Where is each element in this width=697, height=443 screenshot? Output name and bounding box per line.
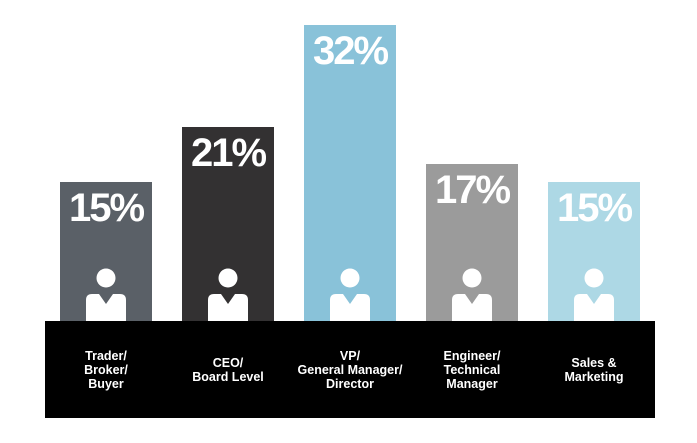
- person-icon: [182, 266, 274, 326]
- category-label: VP/ General Manager/ Director: [297, 348, 403, 391]
- category-label: CEO/ Board Level: [192, 355, 264, 384]
- person-icon: [60, 266, 152, 326]
- data-label: 32%: [312, 29, 389, 73]
- bar: [548, 182, 640, 321]
- bar: [60, 182, 152, 321]
- person-icon: [548, 266, 640, 326]
- data-label: 21%: [190, 130, 267, 175]
- data-label: 17%: [434, 167, 511, 212]
- person-icon: [304, 266, 396, 326]
- category-label: Sales & Marketing: [564, 355, 624, 384]
- bar: [182, 126, 274, 321]
- category-band: [45, 321, 655, 418]
- person-icon: [426, 266, 518, 326]
- data-label: 15%: [68, 186, 145, 231]
- category-label: Trader/ Broker/ Buyer: [84, 348, 128, 391]
- bar: [426, 163, 518, 321]
- data-label: 15%: [556, 186, 633, 231]
- category-label: Engineer/ Technical Manager: [443, 348, 501, 391]
